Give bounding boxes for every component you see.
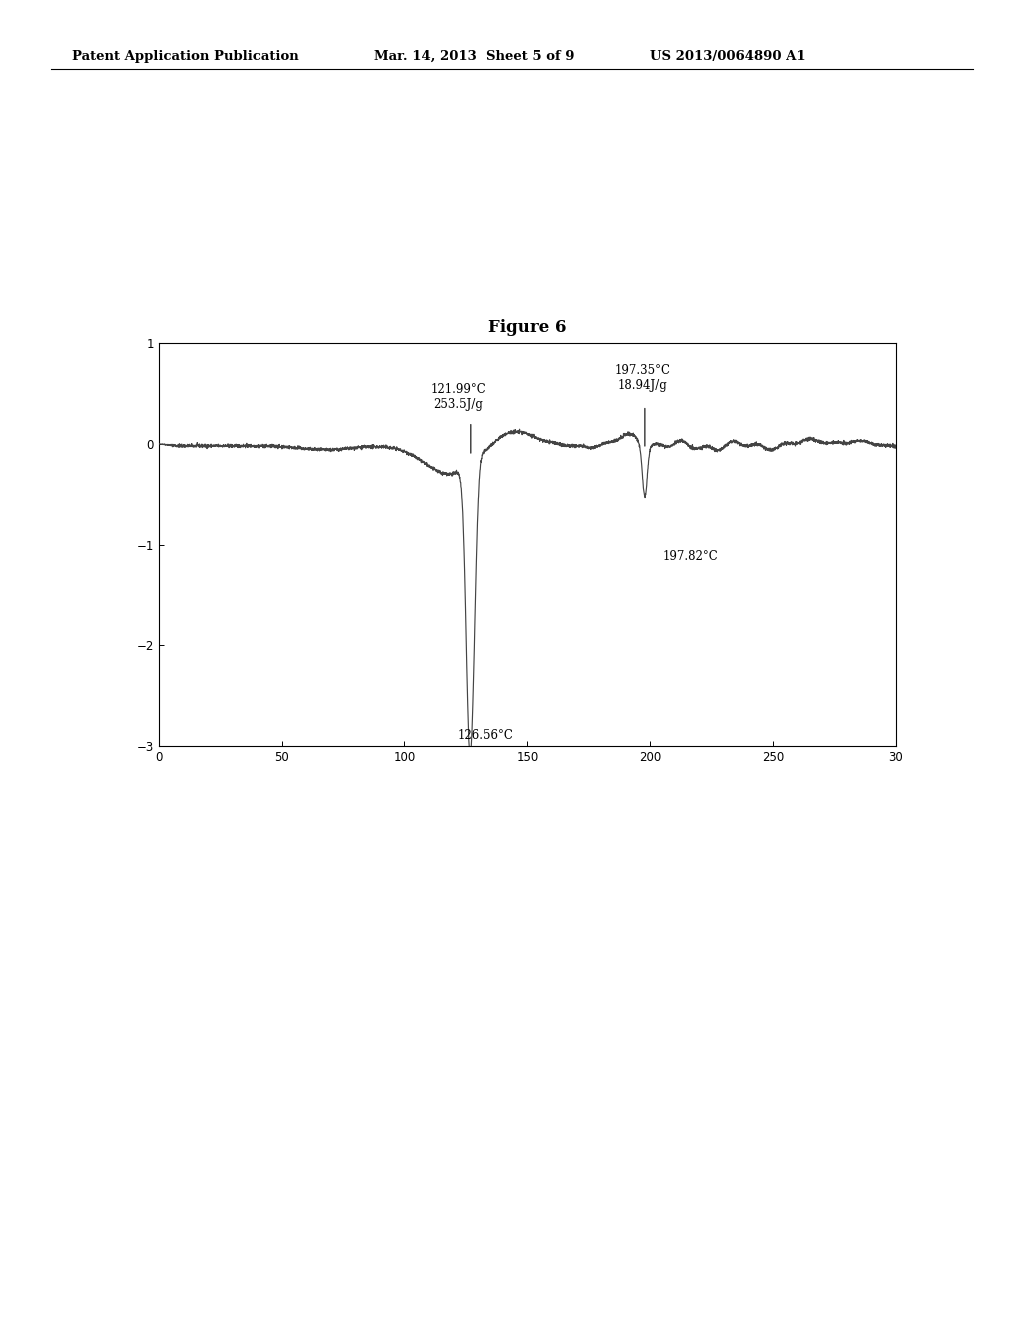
Text: US 2013/0064890 A1: US 2013/0064890 A1 [650,50,806,63]
Text: Mar. 14, 2013  Sheet 5 of 9: Mar. 14, 2013 Sheet 5 of 9 [374,50,574,63]
Text: Patent Application Publication: Patent Application Publication [72,50,298,63]
Text: 126.56°C: 126.56°C [458,729,513,742]
Text: 121.99°C
253.5J/g: 121.99°C 253.5J/g [431,383,486,411]
Title: Figure 6: Figure 6 [488,319,566,337]
Text: 197.82°C: 197.82°C [663,549,718,562]
Text: 197.35°C
18.94J/g: 197.35°C 18.94J/g [614,363,671,392]
